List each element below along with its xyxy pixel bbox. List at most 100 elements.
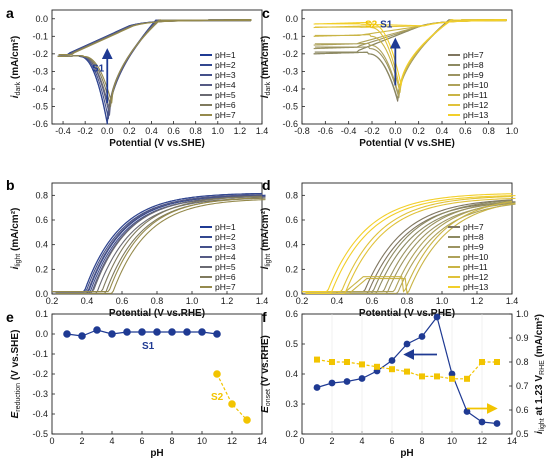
x-tick-label: 2 [79,436,84,446]
x-axis-label: Potential (V vs.RHE) [109,308,205,319]
x-tick-label: 1.0 [506,126,519,136]
legend-entry: pH=9 [463,242,484,252]
y-tick-label: 0.0 [35,289,48,299]
data-point-square [449,375,455,382]
panel-e: 0 2 4 6 8 10 12 14 -0.5 -0.4 -0.3 -0.2 -0.1 0.0 0.1 pH E… [10,309,267,459]
x-tick-label: 0 [49,436,54,446]
data-point-S1 [78,332,86,340]
series-line-pH=7 [55,199,266,294]
data-point-circle [388,357,396,364]
x-tick-label: 1.4 [506,296,519,306]
x-tick-label: 1.4 [256,126,269,136]
y-tick-label: 0.6 [35,215,48,225]
y-tick-label: -0.3 [282,66,298,76]
x-axis-label: pH [150,448,163,459]
panel-label-e: e [6,309,14,325]
data-point-square [434,373,440,380]
x-tick-label: 2 [329,436,334,446]
panel-c: -0.8 -0.6 -0.4 -0.2 0.0 0.2 0.4 0.6 0.8 1.0-0.6-0… [260,9,519,149]
x-tick-label: 0.6 [459,126,472,136]
y-tick-label: 0.8 [35,190,48,200]
x-tick-label: 4 [109,436,114,446]
y-tick-label: 0.2 [35,264,48,274]
x-tick-label: -0.8 [294,126,310,136]
x-tick-label: -0.2 [77,126,93,136]
y-tick-label: -0.1 [32,31,48,41]
data-point-circle [463,408,471,415]
legend-entry: pH=10 [463,252,489,262]
x-tick-label: 8 [419,436,424,446]
x-tick-label: 14 [507,436,517,446]
y-tick-label: 0.4 [285,240,298,250]
x-tick-label: 0.8 [151,296,164,306]
y-tick-label: -0.1 [32,349,48,359]
x-tick-label: 0.4 [331,296,344,306]
series-line-S2 [216,373,248,421]
data-point-square [359,361,365,368]
panel-label-f: f [262,309,267,325]
y-tick-label: 0.0 [35,14,48,24]
x-tick-label: 4 [359,436,364,446]
y-tick-label: 0.6 [285,309,298,319]
data-point-S2 [243,416,251,424]
legend-entry: pH=5 [215,90,236,100]
series-line-pH=12 [305,197,516,294]
panel-label-a: a [6,5,14,21]
y-axis-label: Eonset (V vs.RHE) [260,335,272,413]
legend-entry: pH=7 [463,50,484,60]
y-tick-label: -0.2 [32,369,48,379]
x-tick-label: 0.0 [101,126,114,136]
series-line-pH=13 [302,193,513,293]
y-tick-label: 0.8 [285,190,298,200]
x-axis-label: Potential (V vs.SHE) [109,138,205,149]
data-point-square [329,359,335,365]
legend-entry: pH=13 [463,110,489,120]
y-tick-label: -0.6 [32,119,48,129]
y-right-tick-label: 0.8 [516,357,529,367]
x-tick-label: 0.4 [145,126,158,136]
x-tick-label: 0.2 [123,126,136,136]
legend-entry: pH=7 [215,282,236,292]
data-point-square [314,356,320,363]
data-point-circle [358,375,366,382]
series-line-pH=2 [55,194,266,294]
data-point-circle [433,313,441,321]
legend-entry: pH=8 [463,60,484,70]
data-point-S1 [198,328,206,336]
x-tick-label: 10 [447,436,457,446]
data-point-S1 [108,330,116,338]
legend-entry: pH=4 [215,252,236,262]
legend-entry: pH=3 [215,70,236,80]
y-tick-label: -0.3 [32,66,48,76]
y-tick-label: 0.0 [285,289,298,299]
y-tick-label: 0.2 [285,429,298,439]
y-tick-label: 0.5 [285,339,298,349]
legend-entry: pH=7 [215,110,236,120]
y-tick-label: -0.5 [282,101,298,111]
x-tick-label: 0.0 [389,126,402,136]
legend-entry: pH=1 [215,222,236,232]
y-right-axis-label: ilight at 1.23 VRHE (mA/cm²) [534,314,546,434]
x-tick-label: 0.4 [81,296,94,306]
data-point-circle [313,384,321,391]
y-tick-label: -0.4 [32,409,48,419]
y-tick-label: -0.2 [282,49,298,59]
data-point-S2 [228,400,236,408]
y-axis-label: ilight (mA/cm²) [10,208,22,270]
x-tick-label: -0.2 [364,126,380,136]
x-tick-label: -0.6 [318,126,334,136]
data-point-S1 [183,328,191,336]
data-point-circle [328,379,336,387]
y-right-tick-label: 0.5 [516,429,529,439]
y-tick-label: 0.3 [285,399,298,409]
series-label: S1 [142,341,155,352]
x-axis-label: Potential (V vs.SHE) [359,138,455,149]
y-tick-label: 0.6 [285,215,298,225]
series-line-pH=13 [305,195,516,294]
y-tick-label: 0.1 [35,309,48,319]
y-right-tick-label: 0.9 [516,333,529,343]
y-tick-label: 0.0 [285,14,298,24]
data-point-S1 [93,326,101,334]
series-line-pH=13 [313,19,507,86]
x-tick-label: 10 [197,436,207,446]
